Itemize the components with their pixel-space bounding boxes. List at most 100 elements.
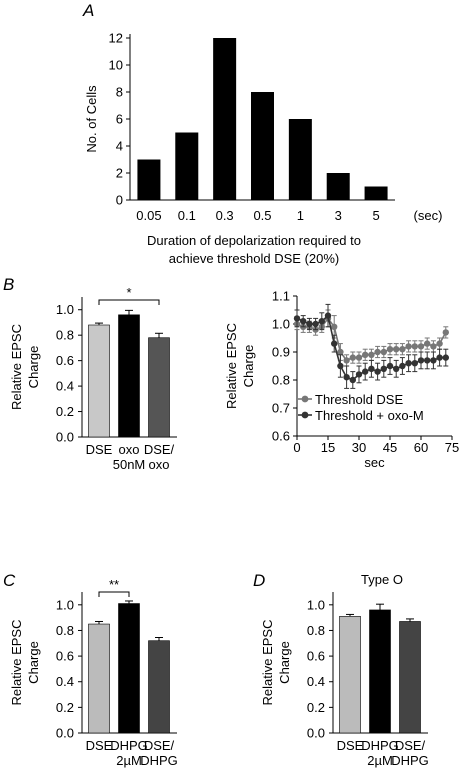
- bline-point: [331, 323, 338, 330]
- bline-point: [380, 348, 387, 356]
- a-ytick-label: 6: [116, 112, 123, 127]
- panel-letter-c: C: [3, 571, 16, 590]
- bline-xtick-label: 0: [293, 440, 300, 455]
- bline-x-axis-label: sec: [364, 455, 385, 470]
- bline-point: [417, 357, 425, 364]
- c-y-axis-label: Charge: [26, 641, 41, 684]
- c-significance-bracket: [98, 591, 130, 597]
- bline-point: [343, 357, 350, 364]
- bline-point: [343, 374, 350, 381]
- bline-point: [362, 368, 369, 375]
- panel-letter-d: D: [253, 571, 265, 590]
- a-xtick-label: 0.1: [178, 208, 196, 223]
- bline-point: [337, 362, 344, 370]
- b-significance-marker: *: [126, 285, 131, 300]
- bline-point: [374, 368, 381, 375]
- b-bar: [118, 314, 140, 438]
- c-y-axis-label: Relative EPSC: [9, 620, 24, 706]
- a-bar: [175, 132, 199, 200]
- a-bar: [364, 186, 388, 200]
- bline-ytick-label: 0.7: [272, 401, 290, 416]
- bline-xtick-label: 60: [414, 440, 428, 455]
- a-ytick-label: 0: [116, 193, 123, 208]
- bline-point: [386, 346, 394, 353]
- bline-xtick-label: 75: [445, 440, 459, 455]
- chart-b-timecourse: 0.6 0.7 0.8 0.9 1.0 1.1 0 15 30 45 60 75 sec Relative…: [224, 289, 459, 471]
- a-xtick-label: 0.3: [216, 208, 234, 223]
- bline-point: [368, 351, 375, 358]
- d-ytick-label: 1.0: [307, 597, 325, 612]
- b-y-axis-label: Relative EPSC: [9, 324, 24, 410]
- bline-point: [349, 354, 356, 361]
- bline-point: [424, 340, 431, 347]
- bline-ytick-label: 1.1: [272, 289, 290, 304]
- d-ytick-label: 0.6: [307, 649, 325, 664]
- b-y-axis-label: Charge: [26, 346, 41, 389]
- b-bar: [88, 324, 110, 438]
- bline-point: [411, 343, 418, 350]
- d-title: Type O: [361, 572, 403, 587]
- bline-point: [349, 376, 356, 384]
- a-ytick-label: 10: [109, 58, 123, 73]
- b-xtick-label: oxo: [149, 457, 170, 472]
- a-xtick-label: 0.5: [253, 208, 271, 223]
- d-xtick-label: DHPG: [391, 753, 429, 768]
- bline-point: [424, 357, 431, 364]
- b-ytick-label: 0.6: [56, 353, 74, 368]
- d-y-axis-label: Relative EPSC: [260, 620, 275, 706]
- bline-legend-label: Threshold + oxo-M: [315, 408, 424, 423]
- b-ytick-label: 1.0: [56, 302, 74, 317]
- bline-point: [293, 315, 301, 322]
- c-ytick-label: 0.4: [56, 674, 74, 689]
- d-xtick-label: DSE: [337, 738, 364, 753]
- bline-y-axis-label: Relative EPSC: [224, 323, 239, 409]
- bline-point: [393, 365, 400, 372]
- b-significance-bracket: [98, 299, 160, 305]
- a-bar: [137, 159, 161, 200]
- bline-point: [362, 351, 369, 358]
- bline-point: [324, 312, 332, 319]
- a-x-axis-label: achieve threshold DSE (20%): [169, 251, 340, 266]
- b-bar: [148, 337, 170, 438]
- c-significance-marker: **: [109, 577, 119, 592]
- bline-point: [442, 329, 449, 336]
- bline-legend-label: Threshold DSE: [315, 392, 403, 407]
- panel-letter-a: A: [82, 1, 94, 20]
- bline-xtick-label: 15: [321, 440, 335, 455]
- b-xtick-label: oxo: [119, 442, 140, 457]
- c-ytick-label: 0.6: [56, 649, 74, 664]
- d-xtick-label: DHPG: [361, 738, 399, 753]
- a-xtick-label: 5: [372, 208, 379, 223]
- b-xtick-label: DSE: [86, 442, 113, 457]
- bline-point: [300, 318, 307, 325]
- d-xtick-label: 2µM: [367, 753, 393, 768]
- a-bar: [288, 119, 312, 200]
- bline-point: [355, 354, 363, 361]
- a-y-axis-label: No. of Cells: [84, 85, 99, 153]
- c-ytick-label: 0.0: [56, 726, 74, 741]
- bline-point: [411, 360, 418, 367]
- c-xtick-label: DHPG: [140, 753, 178, 768]
- a-xtick-label: 1: [297, 208, 304, 223]
- d-bar: [369, 609, 391, 734]
- b-ytick-label: 0.0: [56, 430, 74, 445]
- c-bar: [118, 603, 140, 734]
- c-xtick-label: 2µM: [116, 753, 142, 768]
- bline-point: [436, 340, 443, 347]
- a-bar: [251, 92, 274, 200]
- b-xtick-label: DSE/: [144, 442, 175, 457]
- d-ytick-label: 0.2: [307, 700, 325, 715]
- d-xtick-label: DSE/: [395, 738, 426, 753]
- d-bar: [339, 616, 361, 734]
- a-xtick-label: 0.05: [136, 208, 161, 223]
- chart-c-bar: 0.00.20.40.60.81.0DSEDHPG2µMDSE/DHPGRela…: [9, 577, 178, 768]
- bline-point: [312, 320, 319, 328]
- bline-point: [417, 343, 425, 350]
- bline-point: [380, 365, 387, 372]
- a-ytick-label: 8: [116, 85, 123, 100]
- b-xtick-label: 50nM: [113, 457, 146, 472]
- bline-ytick-label: 0.6: [272, 429, 290, 444]
- d-ytick-label: 0.8: [307, 623, 325, 638]
